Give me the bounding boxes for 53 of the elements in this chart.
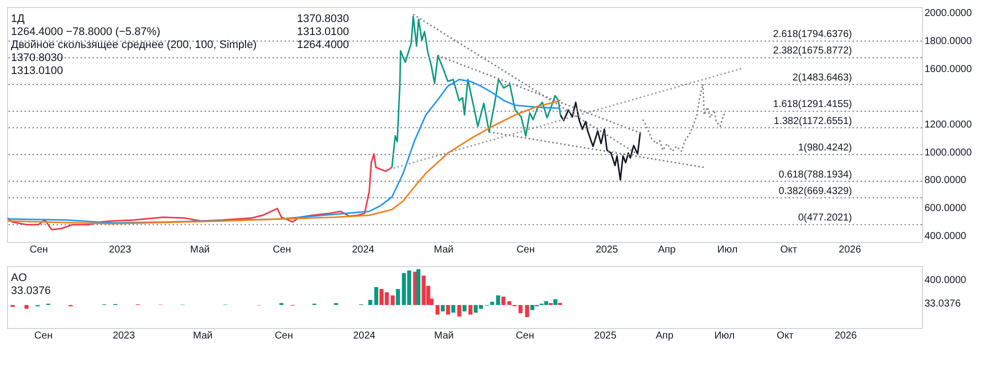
x-tick-label: 2025 (594, 330, 617, 342)
x-tick-label: Июл (717, 244, 738, 256)
y-tick-label: 1800.0000 (924, 36, 972, 47)
annotation: 1264.4000 (297, 39, 349, 51)
annotation: 1370.8030 (297, 13, 349, 25)
x-tick-label: Апр (658, 244, 676, 256)
text: 1Д (11, 13, 26, 25)
y-tick-label: 33.0376 (924, 298, 962, 310)
x-tick-label: Июл (714, 330, 735, 342)
x-tick-label: 2024 (352, 244, 375, 256)
y-tick-label: 1200.0000 (924, 119, 972, 130)
ref-line-label: 2.618(1794.6376) (773, 29, 852, 40)
y-tick-label: 400.0000 (924, 274, 967, 286)
ref-line-label: 2.382(1675.8772) (773, 46, 852, 57)
x-tick-label: 2026 (834, 330, 858, 342)
ref-line-label: 0.618(788.1934) (778, 169, 852, 180)
x-tick-label: Май (434, 244, 454, 256)
x-tick-label: Сен (516, 330, 534, 342)
annotation: 1370.8030 (11, 52, 63, 64)
x-tick-label: Окт (776, 330, 794, 342)
x-tick-label: Сен (30, 244, 48, 256)
ref-line-label: 0(477.2021) (798, 212, 852, 224)
x-tick-label: 2026 (838, 244, 862, 256)
ref-line-label: 1.618(1291.4155) (773, 99, 852, 110)
ref-line-label: 1.382(1172.6551) (774, 116, 852, 127)
x-tick-label: Май (193, 330, 213, 342)
x-tick-label: Сен (34, 330, 53, 342)
ref-line-label: 2(1483.6463) (792, 72, 852, 84)
annotation: Двойное скользящее среднее (200, 100, Simple) (11, 39, 257, 51)
x-tick-label: 2024 (353, 330, 376, 342)
y-tick-label: 2000.0000 (924, 8, 972, 20)
annotation: 1313.0100 (297, 26, 349, 38)
x-tick-label: 2023 (108, 244, 132, 256)
text: AO (11, 272, 28, 284)
y-tick-label: 800.0000 (924, 175, 967, 186)
x-tick-label: Сен (272, 244, 292, 256)
x-tick-label: Окт (780, 244, 798, 256)
x-tick-label: Май (190, 244, 210, 256)
y-tick-label: 600.0000 (924, 202, 967, 214)
x-tick-label: 2025 (596, 244, 618, 256)
x-tick-label: Сен (274, 330, 294, 342)
x-tick-label: Сен (516, 244, 535, 256)
annotation: 1264.4000 −78.8000 (−5.87%) (11, 26, 160, 38)
annotation: 33.0376 (11, 285, 51, 297)
y-tick-label: 1600.0000 (924, 64, 972, 75)
ref-line-label: 0.382(669.4329) (778, 186, 852, 197)
ref-line-label: 1(980.4242) (798, 142, 852, 154)
x-tick-label: 2023 (112, 330, 136, 342)
y-tick-label: 400.0000 (924, 230, 967, 242)
annotation: 1313.0100 (11, 65, 63, 77)
x-tick-label: Апр (656, 330, 674, 342)
x-tick-label: Май (434, 330, 454, 342)
y-tick-label: 1000.0000 (924, 147, 972, 158)
